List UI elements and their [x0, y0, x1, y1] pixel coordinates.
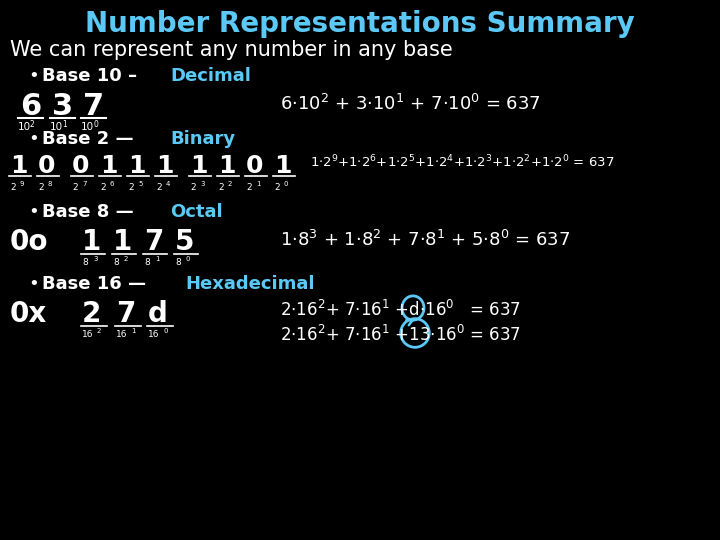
Text: 2: 2 [10, 183, 16, 192]
Text: 2: 2 [246, 183, 251, 192]
Text: 3: 3 [200, 181, 204, 187]
Text: 5: 5 [175, 228, 194, 256]
Text: 6: 6 [110, 181, 114, 187]
Text: 1: 1 [100, 154, 117, 178]
Text: 2: 2 [38, 183, 44, 192]
Text: •: • [28, 275, 39, 293]
Text: 1: 1 [155, 256, 160, 262]
Text: •: • [28, 203, 39, 221]
Text: 0: 0 [163, 328, 168, 334]
Text: 1: 1 [156, 154, 174, 178]
Text: 2: 2 [190, 183, 196, 192]
Text: 3: 3 [52, 92, 73, 121]
Text: Number Representations Summary: Number Representations Summary [85, 10, 635, 38]
Text: 6: 6 [20, 92, 41, 121]
Text: 0: 0 [186, 256, 191, 262]
Text: 7: 7 [144, 228, 163, 256]
Text: 4: 4 [166, 181, 171, 187]
Text: 0: 0 [38, 154, 55, 178]
Text: 1: 1 [113, 228, 132, 256]
Text: Base 2 —: Base 2 — [42, 130, 140, 148]
Text: •: • [28, 130, 39, 148]
Text: 7: 7 [83, 92, 104, 121]
Text: 2: 2 [30, 120, 35, 129]
Text: Hexadecimal: Hexadecimal [185, 275, 315, 293]
Text: 2: 2 [228, 181, 233, 187]
Text: •: • [28, 67, 39, 85]
Text: 2: 2 [82, 300, 102, 328]
Text: 0o: 0o [10, 228, 48, 256]
Text: Base 8 —: Base 8 — [42, 203, 140, 221]
Text: 1: 1 [128, 154, 145, 178]
Text: Binary: Binary [170, 130, 235, 148]
Text: 1: 1 [82, 228, 102, 256]
Text: Octal: Octal [170, 203, 222, 221]
Text: 1: 1 [274, 154, 292, 178]
Text: 5: 5 [138, 181, 143, 187]
Text: 2: 2 [124, 256, 128, 262]
Text: 6$\cdot$10$^{2}$ + 3$\cdot$10$^{1}$ + 7$\cdot$10$^{0}$ = 637: 6$\cdot$10$^{2}$ + 3$\cdot$10$^{1}$ + 7$… [280, 94, 541, 114]
Text: We can represent any number in any base: We can represent any number in any base [10, 40, 453, 60]
Text: 1$\cdot$2$^{9}$+1$\cdot$2$^{6}$+1$\cdot$2$^{5}$+1$\cdot$2$^{4}$+1$\cdot$2$^{3}$+: 1$\cdot$2$^{9}$+1$\cdot$2$^{6}$+1$\cdot$… [310, 154, 614, 171]
Text: d: d [148, 300, 168, 328]
Text: 0: 0 [284, 181, 289, 187]
Text: 8: 8 [82, 258, 88, 267]
Text: 1: 1 [190, 154, 207, 178]
Text: 0: 0 [246, 154, 264, 178]
Text: 1: 1 [10, 154, 27, 178]
Text: 2: 2 [156, 183, 161, 192]
Text: 2: 2 [274, 183, 279, 192]
Text: 2: 2 [97, 328, 102, 334]
Text: 7: 7 [82, 181, 86, 187]
Text: 2: 2 [128, 183, 134, 192]
Text: 8: 8 [113, 258, 119, 267]
Text: 1: 1 [131, 328, 135, 334]
Text: 1: 1 [256, 181, 261, 187]
Text: 10: 10 [81, 122, 94, 132]
Text: 2: 2 [100, 183, 106, 192]
Text: 0: 0 [93, 120, 98, 129]
Text: 16: 16 [148, 330, 160, 339]
Text: 3: 3 [93, 256, 97, 262]
Text: 8: 8 [144, 258, 150, 267]
Text: 2: 2 [218, 183, 224, 192]
Text: 9: 9 [20, 181, 24, 187]
Text: 10: 10 [18, 122, 31, 132]
Text: 8: 8 [175, 258, 181, 267]
Text: 1$\cdot$8$^{3}$ + 1$\cdot$8$^{2}$ + 7$\cdot$8$^{1}$ + 5$\cdot$8$^{0}$ = 637: 1$\cdot$8$^{3}$ + 1$\cdot$8$^{2}$ + 7$\c… [280, 230, 570, 250]
Text: 16: 16 [116, 330, 127, 339]
Text: 1: 1 [62, 120, 67, 129]
Text: Base 16 —: Base 16 — [42, 275, 153, 293]
Text: Base 10 –: Base 10 – [42, 67, 143, 85]
Text: 2$\cdot$16$^{2}$+ 7$\cdot$16$^{1}$ +d$\cdot$16$^{0}$   = 637: 2$\cdot$16$^{2}$+ 7$\cdot$16$^{1}$ +d$\c… [280, 300, 521, 320]
Text: 16: 16 [82, 330, 94, 339]
Text: 0: 0 [72, 154, 89, 178]
Text: 7: 7 [116, 300, 135, 328]
Text: Decimal: Decimal [170, 67, 251, 85]
Text: 1: 1 [218, 154, 235, 178]
Text: 2: 2 [72, 183, 78, 192]
Text: 2$\cdot$16$^{2}$+ 7$\cdot$16$^{1}$ +13$\cdot$16$^{0}$ = 637: 2$\cdot$16$^{2}$+ 7$\cdot$16$^{1}$ +13$\… [280, 325, 521, 345]
Text: 8: 8 [48, 181, 53, 187]
Text: 10: 10 [50, 122, 63, 132]
Text: 0x: 0x [10, 300, 48, 328]
